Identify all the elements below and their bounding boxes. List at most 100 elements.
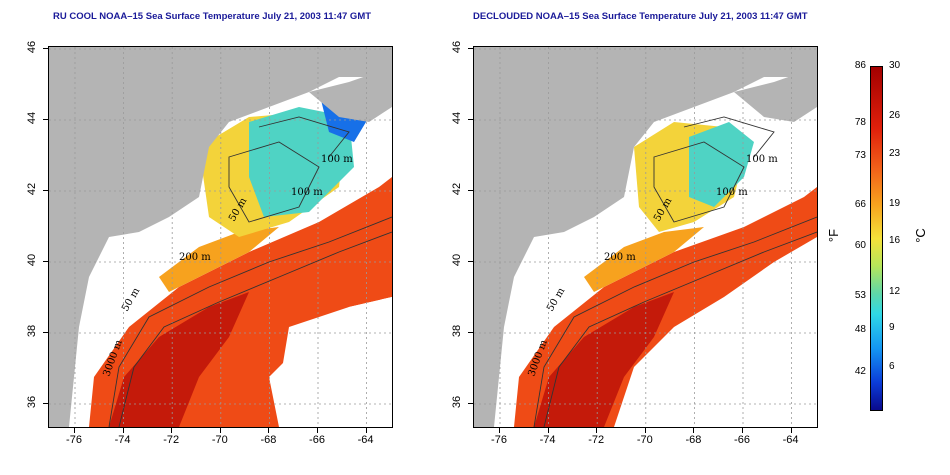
fahrenheit-unit-label: °F	[826, 228, 842, 243]
left-lon-tick-mark	[317, 428, 318, 433]
right-land-mass	[474, 47, 817, 427]
right-lon-tick-label: -72	[588, 434, 605, 446]
colorbar-fahrenheit-tick: 66	[854, 199, 866, 210]
colorbar-fahrenheit-tick: 78	[854, 117, 866, 128]
left-panel-title: RU COOL NOAA–15 Sea Surface Temperature …	[53, 11, 372, 22]
right-lat-tick-mark	[468, 48, 473, 49]
right-lon-tick-mark	[790, 428, 792, 433]
left-lon-tick-mark	[365, 428, 367, 433]
right-bathymetry-contour	[653, 141, 745, 223]
right-lon-tick-label: -76	[491, 434, 507, 446]
left-lon-tick-mark	[268, 428, 270, 433]
right-lon-tick-mark	[693, 428, 695, 433]
left-contour-label: 50 m	[120, 286, 142, 314]
right-contour-label: 100 m	[716, 187, 748, 198]
left-cloud-mask	[279, 297, 392, 427]
right-lon-tick-mark	[499, 428, 500, 433]
colorbar-celsius-tick: 16	[889, 235, 901, 246]
colorbar-celsius-tick: 12	[889, 286, 901, 297]
left-lat-tick-label: 40	[26, 253, 38, 266]
right-bathymetry-contour	[543, 231, 817, 427]
left-bathymetry-contour	[118, 231, 392, 427]
right-lat-tick-label: 40	[451, 253, 463, 266]
right-lat-tick-label: 36	[451, 395, 463, 408]
right-contour-label: 200 m	[604, 252, 636, 263]
left-land-mass	[49, 47, 392, 427]
colorbar-celsius-tick: 26	[889, 110, 901, 121]
right-lon-tick-mark	[742, 428, 743, 433]
left-lat-tick-mark	[43, 48, 48, 49]
left-lon-tick-label: -76	[66, 434, 82, 446]
colorbar-celsius-tick: 30	[889, 60, 901, 71]
colorbar-celsius-tick: 23	[889, 148, 901, 159]
celsius-unit-label: °C	[912, 228, 928, 243]
right-lat-tick-label: 46	[451, 40, 463, 54]
right-lon-tick-label: -66	[734, 434, 750, 446]
temperature-colorbar	[870, 66, 883, 411]
right-lat-tick-label: 38	[451, 324, 463, 337]
right-nova-scotia-land	[734, 67, 817, 122]
left-nova-scotia-land	[309, 67, 392, 122]
right-lon-tick-mark	[644, 428, 646, 433]
left-gulf-stream-region	[109, 292, 249, 427]
left-sst-map: 100 m 100 m 50 m 200 m 50 m 3000 m	[48, 46, 393, 428]
left-lon-tick-label: -70	[211, 434, 228, 446]
right-lon-tick-mark	[547, 428, 549, 433]
left-lon-tick-label: -66	[309, 434, 325, 446]
colorbar-fahrenheit-tick: 48	[854, 324, 866, 335]
left-contour-label: 200 m	[179, 252, 211, 263]
colorbar-fahrenheit-tick: 86	[854, 60, 866, 71]
left-lat-tick-mark	[43, 331, 48, 333]
colorbar-celsius-tick: 6	[889, 361, 895, 372]
right-lat-tick-mark	[468, 402, 473, 404]
left-lat-tick-mark	[43, 402, 48, 404]
left-bathymetry-contour	[258, 116, 350, 158]
colorbar-celsius-tick: 19	[889, 198, 901, 209]
left-contour-label: 100 m	[321, 154, 353, 165]
colorbar-celsius-tick: 9	[889, 322, 895, 333]
right-bathymetry-contour	[533, 216, 817, 427]
left-lon-tick-mark	[122, 428, 124, 433]
colorbar-fahrenheit-tick: 73	[854, 150, 866, 161]
colorbar-fahrenheit-tick: 60	[854, 240, 866, 251]
left-lat-tick-mark	[43, 260, 48, 262]
left-shelf-water-region	[159, 227, 279, 292]
left-lon-tick-mark	[171, 428, 173, 433]
left-lat-tick-label: 44	[26, 111, 38, 125]
left-lat-tick-label: 38	[26, 324, 38, 337]
right-lat-tick-mark	[468, 118, 473, 120]
right-lon-tick-label: -74	[539, 434, 556, 446]
right-lon-tick-label: -68	[685, 434, 702, 446]
right-lon-tick-mark	[596, 428, 598, 433]
left-lon-tick-label: -68	[260, 434, 277, 446]
left-lat-tick-label: 42	[26, 182, 38, 195]
left-cool-water-region	[249, 107, 354, 217]
right-lat-tick-label: 42	[451, 182, 463, 195]
left-bathymetry-contour	[108, 216, 392, 427]
left-lon-tick-mark	[74, 428, 75, 433]
left-lon-tick-mark	[219, 428, 221, 433]
left-lat-tick-label: 46	[26, 40, 38, 54]
right-lat-tick-label: 44	[451, 111, 463, 125]
right-gulf-stream-region	[534, 292, 674, 427]
right-lon-tick-label: -64	[782, 434, 799, 446]
right-bathymetry-contour	[683, 116, 775, 158]
right-contour-label: 100 m	[746, 154, 778, 165]
colorbar-fahrenheit-tick: 42	[854, 366, 866, 377]
right-shelf-water-region	[584, 227, 704, 292]
right-lat-tick-mark	[468, 189, 473, 191]
left-lon-tick-label: -74	[114, 434, 131, 446]
right-contour-label: 50 m	[545, 286, 567, 314]
right-cloud-mask	[704, 297, 817, 427]
left-contour-label: 100 m	[291, 187, 323, 198]
left-bathymetry-contour	[228, 141, 320, 223]
left-lat-tick-mark	[43, 189, 48, 191]
colorbar-fahrenheit-tick: 53	[854, 290, 866, 301]
right-lat-tick-mark	[468, 260, 473, 262]
right-sst-map: 100 m 100 m 50 m 200 m 50 m 3000 m	[473, 46, 818, 428]
left-lat-tick-label: 36	[26, 395, 38, 408]
right-panel-title: DECLOUDED NOAA–15 Sea Surface Temperatur…	[473, 11, 808, 22]
right-lon-tick-label: -70	[636, 434, 653, 446]
